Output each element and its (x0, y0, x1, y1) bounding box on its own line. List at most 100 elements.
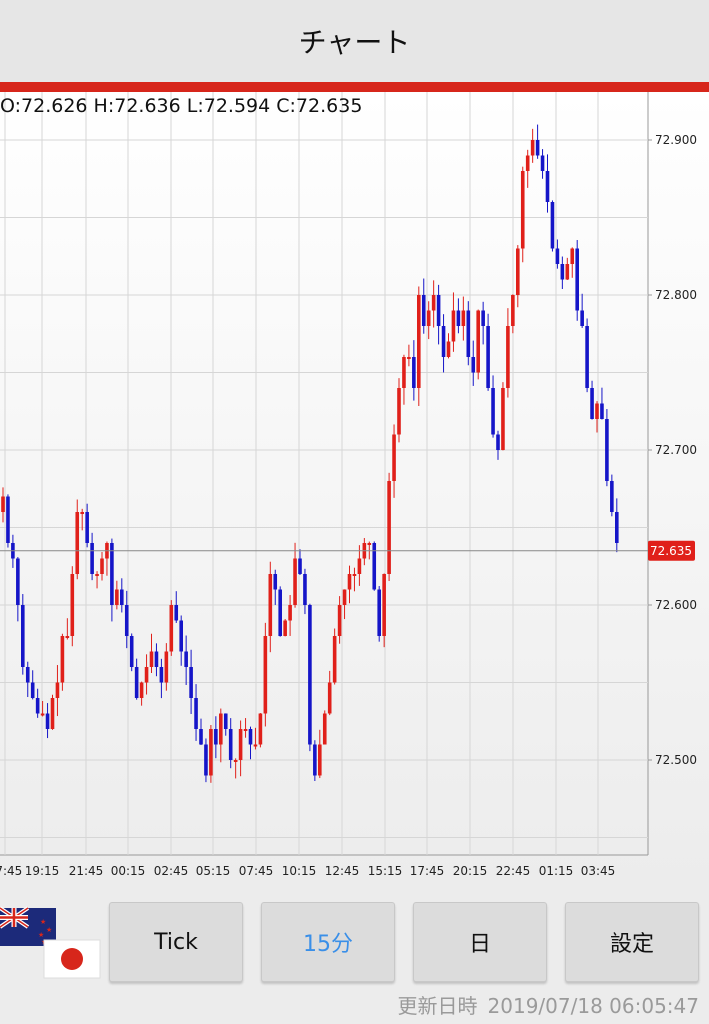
candle-body (184, 651, 188, 667)
candle-body (525, 155, 530, 171)
current-price-tag (648, 540, 695, 561)
candle-body (313, 744, 317, 776)
candle-body (367, 543, 372, 545)
candle-body (75, 512, 80, 574)
current-price-label: 72.635 (650, 544, 692, 558)
candle-body (352, 574, 357, 576)
candle-body (570, 248, 575, 264)
candle-body (486, 326, 490, 388)
x-tick-label: 10:15 (282, 864, 317, 878)
candle-body (392, 434, 396, 481)
candle-body (397, 388, 401, 435)
candle-body (303, 574, 307, 605)
candle-body (6, 496, 10, 543)
x-tick-label: 01:15 (539, 864, 574, 878)
candle-body (560, 264, 565, 280)
candle-body (585, 326, 589, 388)
candle-body (506, 326, 510, 388)
candle-body (268, 574, 273, 636)
candle-body (134, 667, 139, 698)
candle-body (347, 574, 352, 590)
candle-body (120, 589, 124, 605)
candle-body (575, 248, 579, 311)
y-tick-label: 72.500 (655, 753, 697, 767)
candle-body (30, 682, 35, 698)
app-header: チャート (0, 0, 709, 82)
chart-svg[interactable]: 17:4519:1521:4500:1502:4505:1507:4510:15… (0, 92, 709, 889)
candle-body (337, 605, 342, 636)
candle-body (550, 202, 555, 249)
candle-body (387, 481, 391, 574)
candle-body (90, 543, 94, 574)
candle-body (189, 667, 193, 698)
candle-body (80, 512, 84, 514)
candle-body (45, 713, 50, 729)
candle-body (436, 295, 441, 326)
candle-body (327, 682, 332, 714)
candle-body (372, 543, 377, 590)
candle-body (95, 574, 99, 576)
daily-button[interactable]: 日 (413, 902, 547, 982)
candle-body (174, 605, 179, 621)
candle-body (50, 698, 55, 729)
page-title: チャート (298, 26, 411, 59)
candle-body (233, 760, 238, 762)
candle-body (431, 295, 436, 311)
last-updated-label: 更新日時 (397, 994, 478, 1018)
y-tick-label: 72.600 (655, 598, 697, 612)
candle-body (35, 698, 40, 714)
candle-body (496, 434, 500, 450)
tick-button[interactable]: Tick (109, 902, 243, 982)
y-tick-label: 72.700 (655, 443, 697, 457)
candle-body (228, 729, 233, 760)
jp-flag-icon (43, 939, 101, 979)
candle-body (545, 171, 550, 202)
candle-body (342, 589, 347, 605)
candle-body (402, 357, 406, 388)
candle-body (407, 357, 411, 359)
candle-body (377, 589, 381, 636)
candle-body (214, 729, 218, 745)
candle-body (159, 667, 164, 683)
candle-body (298, 558, 302, 574)
candle-body (164, 651, 169, 683)
candle-body (451, 310, 456, 342)
candle-body (1, 496, 5, 512)
candle-body (70, 574, 75, 636)
x-tick-label: 05:15 (196, 864, 231, 878)
candle-body (248, 729, 253, 745)
candle-body (516, 248, 520, 295)
candle-body (535, 140, 540, 156)
settings-button[interactable]: 設定 (565, 902, 699, 982)
x-tick-label: 21:45 (69, 864, 104, 878)
svg-text:★: ★ (46, 926, 52, 934)
candle-body (194, 698, 198, 729)
candle-body (16, 558, 20, 605)
candle-body (590, 388, 594, 419)
candle-body (223, 713, 228, 729)
candle-body (520, 171, 525, 249)
candle-body (441, 326, 446, 357)
candle-body (466, 310, 471, 357)
currency-pair-flags[interactable]: ★ ★ ★ ★ (0, 906, 104, 982)
candle-body (139, 682, 144, 698)
candle-body (243, 729, 248, 731)
candle-body (263, 636, 268, 714)
candle-body (219, 713, 223, 745)
candle-body (85, 512, 89, 543)
last-updated: 更新日時 2019/07/18 06:05:47 (388, 990, 699, 1019)
candle-body (580, 310, 584, 326)
x-tick-label: 17:45 (410, 864, 445, 878)
candle-body (491, 388, 495, 435)
candle-body (471, 357, 476, 373)
candle-body (209, 729, 213, 776)
last-updated-timestamp: 2019/07/18 06:05:47 (487, 994, 699, 1018)
interval-button[interactable]: 15分 (261, 902, 395, 982)
candle-body (605, 419, 609, 481)
x-tick-label: 12:45 (325, 864, 360, 878)
candlestick-chart[interactable]: 17:4519:1521:4500:1502:4505:1507:4510:15… (0, 92, 709, 889)
candle-body (600, 403, 604, 419)
candle-body (288, 605, 292, 621)
candle-body (115, 589, 119, 605)
candle-body (293, 558, 297, 605)
